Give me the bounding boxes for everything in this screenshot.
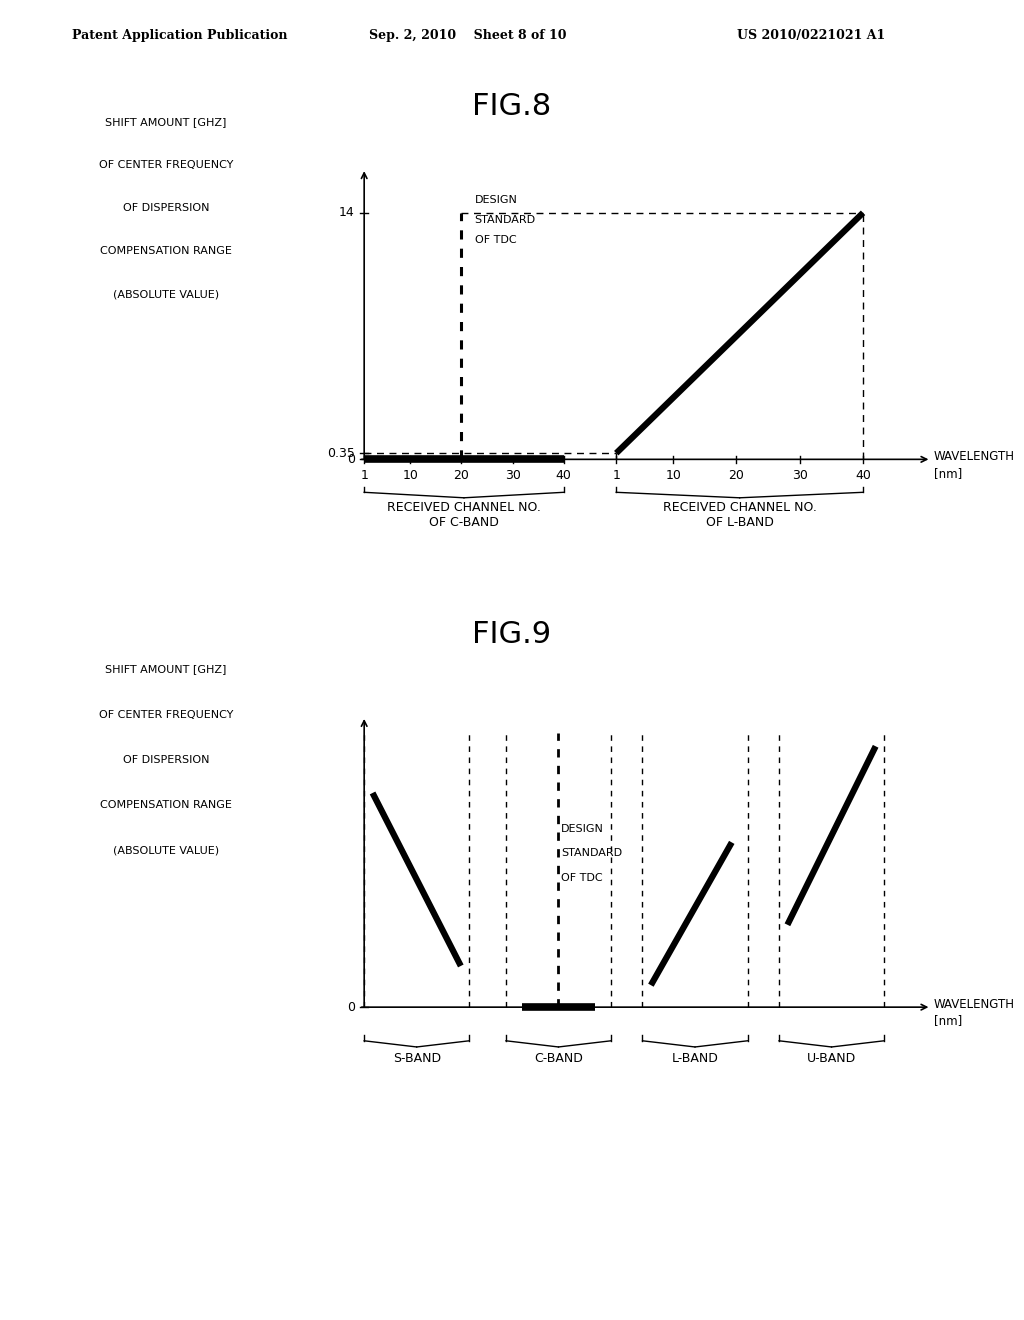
- Text: Sep. 2, 2010    Sheet 8 of 10: Sep. 2, 2010 Sheet 8 of 10: [369, 29, 566, 42]
- Text: RECEIVED CHANNEL NO.: RECEIVED CHANNEL NO.: [663, 500, 816, 513]
- Text: U-BAND: U-BAND: [807, 1052, 856, 1065]
- Text: S-BAND: S-BAND: [392, 1052, 440, 1065]
- Text: STANDARD: STANDARD: [561, 849, 623, 858]
- Text: 10: 10: [666, 469, 681, 482]
- Text: 40: 40: [556, 469, 571, 482]
- Text: [nm]: [nm]: [934, 1014, 963, 1027]
- Text: 1: 1: [360, 469, 368, 482]
- Text: WAVELENGTH: WAVELENGTH: [934, 998, 1015, 1011]
- Text: C-BAND: C-BAND: [535, 1052, 583, 1065]
- Text: (ABSOLUTE VALUE): (ABSOLUTE VALUE): [113, 845, 219, 855]
- Text: 40: 40: [855, 469, 871, 482]
- Text: STANDARD: STANDARD: [474, 215, 536, 226]
- Text: SHIFT AMOUNT [GHZ]: SHIFT AMOUNT [GHZ]: [105, 664, 226, 675]
- Text: FIG.8: FIG.8: [472, 92, 552, 121]
- Text: (ABSOLUTE VALUE): (ABSOLUTE VALUE): [113, 290, 219, 300]
- Text: OF DISPERSION: OF DISPERSION: [123, 203, 209, 214]
- Text: DESIGN: DESIGN: [561, 824, 604, 834]
- Text: US 2010/0221021 A1: US 2010/0221021 A1: [737, 29, 886, 42]
- Text: 20: 20: [454, 469, 469, 482]
- Text: FIG.9: FIG.9: [472, 620, 552, 649]
- Text: OF DISPERSION: OF DISPERSION: [123, 755, 209, 764]
- Text: 30: 30: [505, 469, 520, 482]
- Text: WAVELENGTH: WAVELENGTH: [934, 450, 1015, 463]
- Text: COMPENSATION RANGE: COMPENSATION RANGE: [100, 800, 231, 810]
- Text: L-BAND: L-BAND: [672, 1052, 719, 1065]
- Text: [nm]: [nm]: [934, 466, 963, 479]
- Text: OF TDC: OF TDC: [561, 873, 603, 883]
- Text: 1: 1: [612, 469, 621, 482]
- Text: 20: 20: [728, 469, 744, 482]
- Text: SHIFT AMOUNT [GHZ]: SHIFT AMOUNT [GHZ]: [105, 116, 226, 127]
- Text: DESIGN: DESIGN: [474, 195, 517, 206]
- Text: 14: 14: [339, 206, 354, 219]
- Text: OF TDC: OF TDC: [474, 235, 516, 246]
- Text: OF CENTER FREQUENCY: OF CENTER FREQUENCY: [98, 710, 233, 719]
- Text: 0: 0: [347, 1001, 354, 1014]
- Text: OF C-BAND: OF C-BAND: [429, 516, 499, 528]
- Text: 10: 10: [402, 469, 418, 482]
- Text: 0.35: 0.35: [327, 446, 354, 459]
- Text: OF CENTER FREQUENCY: OF CENTER FREQUENCY: [98, 160, 233, 170]
- Text: 0: 0: [347, 453, 354, 466]
- Text: 30: 30: [792, 469, 808, 482]
- Text: COMPENSATION RANGE: COMPENSATION RANGE: [100, 247, 231, 256]
- Text: RECEIVED CHANNEL NO.: RECEIVED CHANNEL NO.: [387, 500, 541, 513]
- Text: OF L-BAND: OF L-BAND: [706, 516, 773, 528]
- Text: Patent Application Publication: Patent Application Publication: [72, 29, 287, 42]
